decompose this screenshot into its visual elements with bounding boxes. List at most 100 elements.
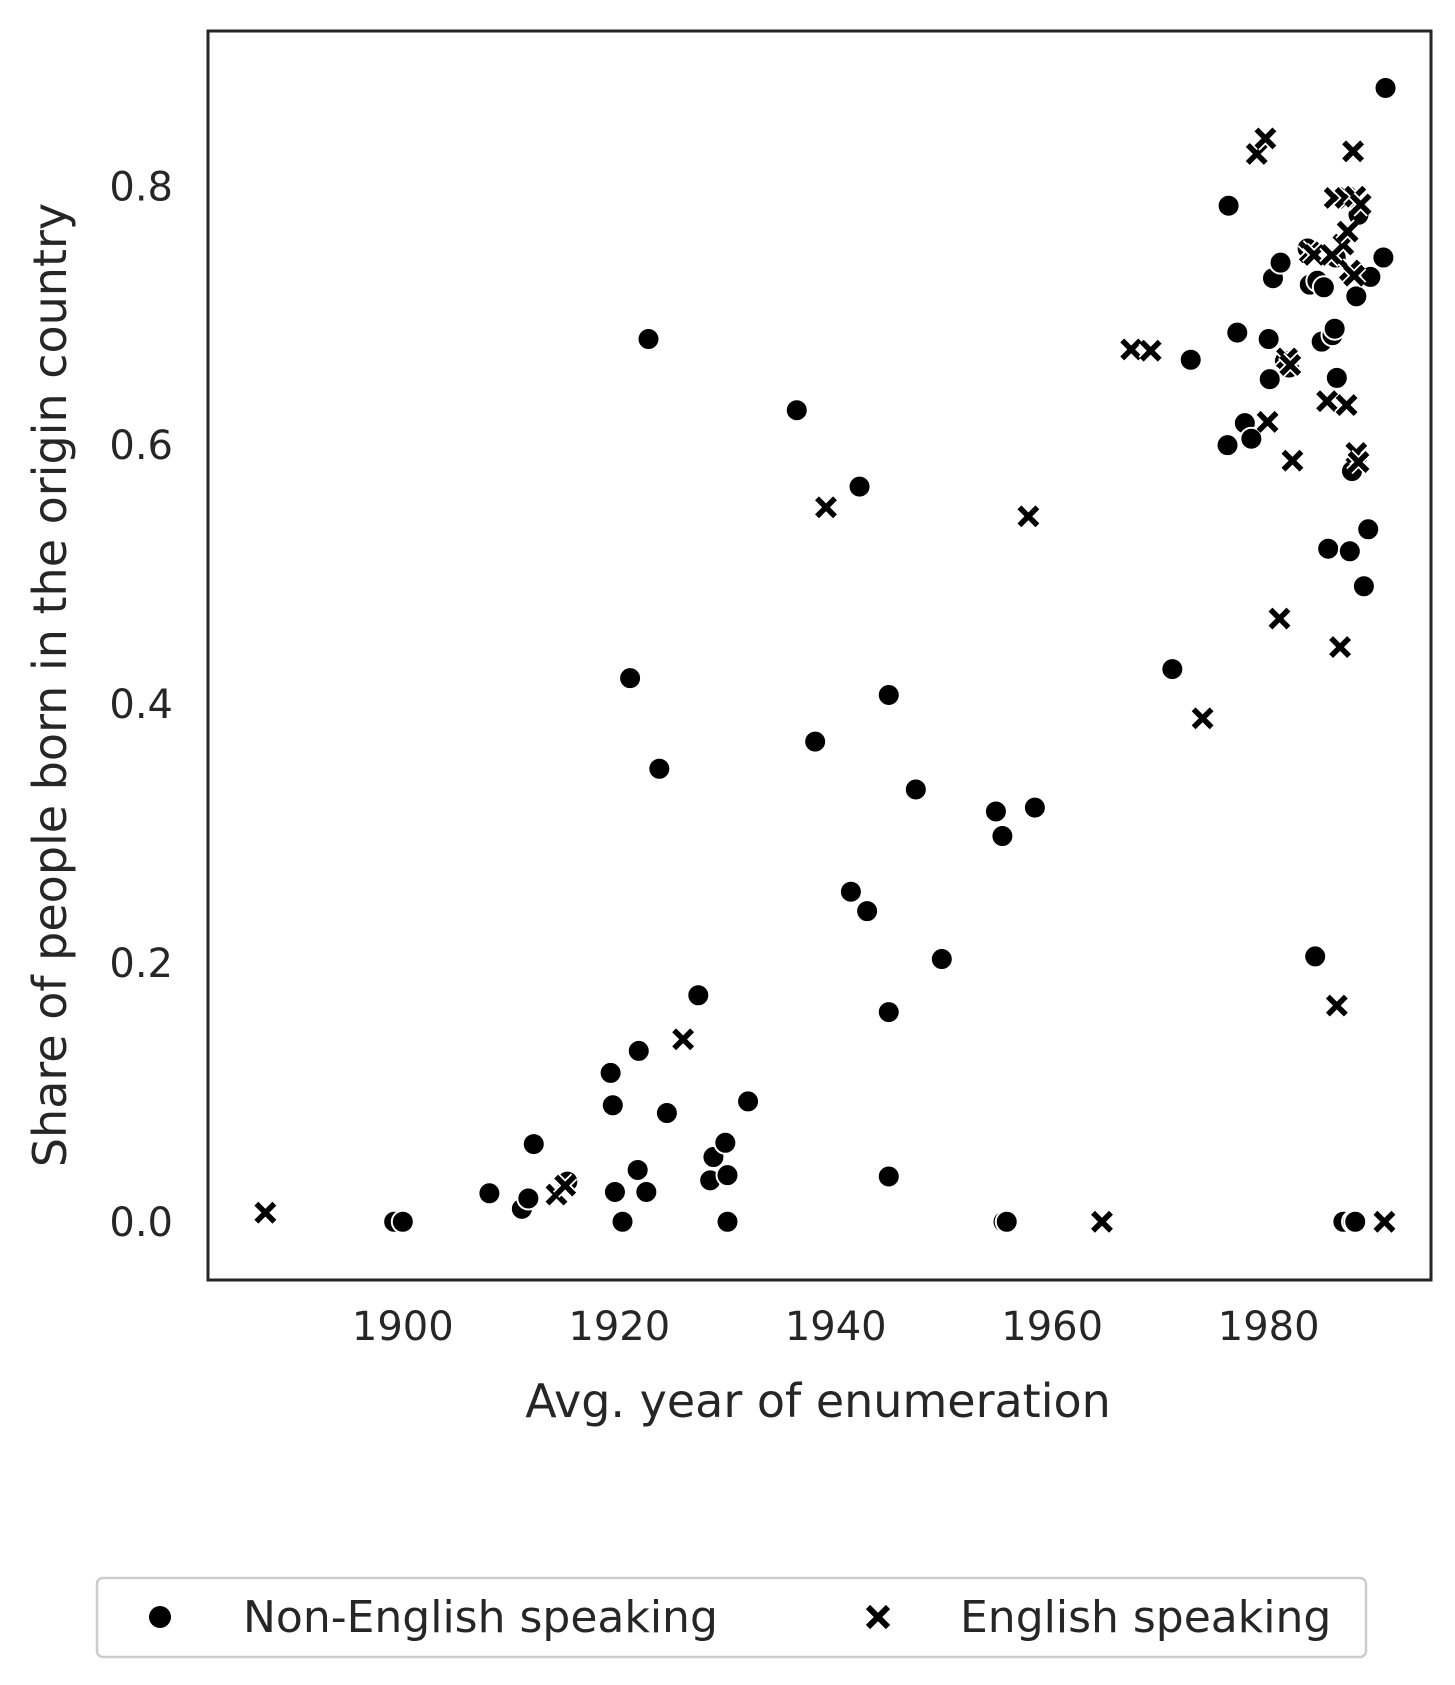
- y-tick-label: 0.6: [109, 423, 173, 469]
- legend-x-marker: [865, 1604, 891, 1630]
- legend-box: [95, 1576, 1368, 1659]
- data-point-english: [1336, 220, 1359, 243]
- data-point-non-english: [855, 899, 880, 924]
- data-point-non-english: [1256, 327, 1281, 352]
- data-point-non-english: [1356, 517, 1381, 542]
- data-point-non-english: [600, 1093, 625, 1118]
- data-point-non-english: [1303, 944, 1328, 969]
- data-points: [253, 75, 1398, 1234]
- data-point-non-english: [990, 824, 1015, 849]
- data-point-non-english: [736, 1089, 761, 1114]
- y-axis-ticks: 0.0 0.2 0.4 0.6 0.8: [109, 164, 173, 1245]
- data-point-non-english: [838, 879, 863, 904]
- data-point-non-english: [715, 1163, 740, 1188]
- data-point-english: [554, 1174, 577, 1197]
- x-axis-ticks: 1900 1920 1940 1960 1980: [352, 1304, 1320, 1350]
- data-point-english: [1329, 636, 1352, 659]
- data-point-english: [1256, 410, 1279, 433]
- data-point-non-english: [1337, 539, 1362, 564]
- data-point-non-english: [903, 777, 928, 802]
- y-tick-label: 0.0: [109, 1200, 173, 1246]
- data-point-non-english: [521, 1132, 546, 1157]
- x-tick-label: 1960: [1001, 1304, 1103, 1350]
- data-point-english: [1191, 707, 1214, 730]
- data-point-non-english: [1239, 426, 1264, 451]
- data-point-non-english: [1257, 367, 1282, 392]
- data-point-non-english: [1215, 433, 1240, 458]
- data-point-non-english: [647, 756, 672, 781]
- data-point-non-english: [654, 1101, 679, 1126]
- data-point-non-english: [1160, 657, 1185, 682]
- data-point-non-english: [784, 398, 809, 423]
- x-tick-label: 1900: [352, 1304, 454, 1350]
- data-point-english: [1268, 607, 1291, 630]
- data-point-english: [672, 1028, 695, 1051]
- data-point-non-english: [1371, 245, 1396, 270]
- data-point-english: [1373, 1210, 1396, 1233]
- data-point-non-english: [1022, 795, 1047, 820]
- data-point-non-english: [847, 474, 872, 499]
- data-point-non-english: [390, 1209, 415, 1234]
- legend: Non-English speaking English speaking: [95, 1576, 1368, 1659]
- data-point-english: [1343, 264, 1366, 287]
- data-point-non-english: [1311, 275, 1336, 300]
- data-point-non-english: [1316, 536, 1341, 561]
- data-point-non-english: [636, 327, 661, 352]
- data-point-non-english: [634, 1179, 659, 1204]
- legend-label-english: English speaking: [960, 1592, 1331, 1643]
- data-point-english: [815, 496, 837, 519]
- data-point-english: [1335, 394, 1358, 416]
- data-point-english: [1120, 338, 1143, 361]
- data-point-non-english: [602, 1179, 627, 1204]
- data-point-non-english: [1343, 1209, 1368, 1234]
- data-point-english: [1325, 994, 1348, 1017]
- y-tick-label: 0.2: [109, 941, 173, 987]
- data-point-non-english: [713, 1130, 738, 1155]
- data-point-non-english: [1268, 250, 1293, 275]
- x-tick-label: 1940: [785, 1304, 887, 1350]
- data-point-english: [1091, 1210, 1113, 1233]
- data-point-english: [1279, 353, 1302, 376]
- data-point-english: [1349, 193, 1372, 216]
- data-point-non-english: [686, 983, 711, 1008]
- legend-circle-marker: [149, 1606, 171, 1628]
- data-point-english: [1281, 449, 1304, 472]
- data-point-non-english: [1216, 193, 1241, 218]
- x-tick-label: 1920: [568, 1304, 670, 1350]
- data-point-non-english: [618, 666, 643, 691]
- data-point-non-english: [929, 947, 954, 972]
- plot-frame: [206, 29, 1433, 1282]
- data-point-non-english: [598, 1060, 623, 1085]
- data-point-non-english: [1373, 75, 1398, 100]
- data-point-non-english: [1351, 574, 1376, 599]
- data-point-non-english: [1322, 316, 1347, 341]
- data-point-english: [1017, 505, 1040, 528]
- data-point-english: [1139, 339, 1162, 362]
- data-point-non-english: [876, 1000, 901, 1025]
- data-point-english: [1342, 140, 1365, 163]
- data-point-non-english: [625, 1157, 650, 1182]
- x-tick-label: 1980: [1218, 1304, 1320, 1350]
- data-point-english: [1254, 127, 1277, 150]
- data-point-non-english: [516, 1186, 541, 1211]
- data-point-non-english: [983, 799, 1008, 824]
- data-point-non-english: [1324, 365, 1349, 390]
- data-point-non-english: [876, 1164, 901, 1189]
- data-point-non-english: [1178, 347, 1203, 372]
- data-point-english: [1316, 390, 1339, 413]
- data-point-non-english: [715, 1209, 740, 1234]
- data-point-non-english: [610, 1209, 635, 1234]
- data-point-english: [1347, 451, 1370, 473]
- data-point-non-english: [994, 1209, 1019, 1234]
- y-tick-label: 0.4: [109, 682, 173, 728]
- y-tick-label: 0.8: [109, 164, 173, 210]
- data-point-english: [254, 1201, 277, 1224]
- data-point-english: [1245, 143, 1268, 165]
- data-point-non-english: [1344, 284, 1369, 309]
- y-axis-label: Share of people born in the origin count…: [23, 203, 77, 1167]
- data-point-non-english: [876, 682, 901, 707]
- data-point-non-english: [477, 1181, 502, 1206]
- x-axis-label: Avg. year of enumeration: [525, 1374, 1111, 1428]
